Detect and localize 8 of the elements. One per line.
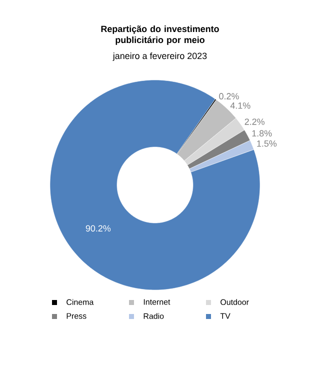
data-label: 90.2% <box>86 225 111 232</box>
data-label: 4.1% <box>230 102 250 109</box>
data-label: 1.8% <box>252 130 272 137</box>
data-label: 2.2% <box>244 118 264 125</box>
chart-title: Repartição do investimento publicitário por meio <box>101 26 219 45</box>
chart-subtitle: janeiro a fevereiro 2023 <box>112 52 207 61</box>
data-label: 1.5% <box>257 140 277 147</box>
data-label: 0.2% <box>219 93 239 100</box>
